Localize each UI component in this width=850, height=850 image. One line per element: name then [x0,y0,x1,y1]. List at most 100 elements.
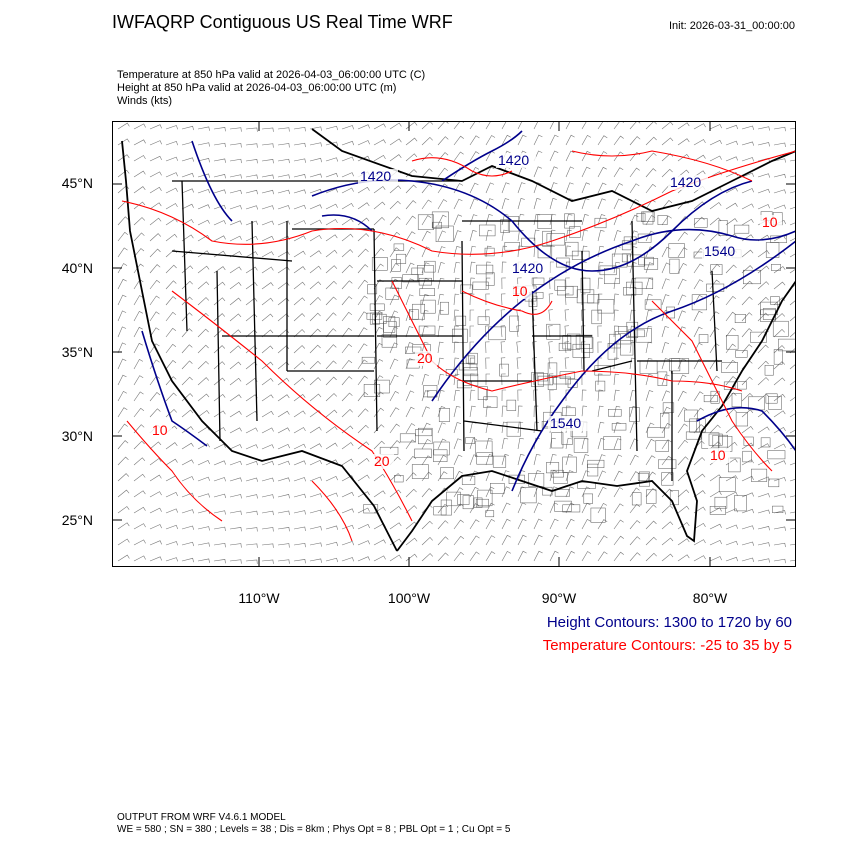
county-boundary [537,245,553,259]
wind-barb [693,539,706,546]
wind-barb [341,172,354,178]
wind-barb [597,198,606,210]
wind-barb [501,134,511,146]
wind-barb [645,136,657,146]
wind-barb [181,459,194,466]
county-boundary [500,219,510,233]
wind-barb [357,556,370,562]
wind-barb [197,377,210,386]
wind-barb [165,541,178,546]
footer-model: OUTPUT FROM WRF V4.6.1 MODEL [117,812,286,823]
wind-barb [485,121,496,130]
wind-barb [181,541,194,547]
wind-barb [437,471,448,482]
county-boundary [554,279,566,291]
county-boundary [556,257,570,268]
wind-barb [645,471,656,482]
wind-barb [245,297,258,306]
wind-barb [549,534,559,546]
wind-barb [661,168,673,178]
wind-barb [453,198,463,210]
county-boundary [743,436,754,446]
wind-barb [501,405,507,418]
wind-barb [229,527,242,532]
wind-barb [325,360,337,370]
wind-barb [453,535,465,546]
county-boundary [764,365,774,376]
wind-barb [261,494,274,499]
county-boundary [751,468,768,482]
wind-barb [373,247,385,258]
wind-barb [245,559,258,564]
wind-barb [149,171,162,178]
wind-barb [245,251,258,258]
wind-barb [341,187,354,194]
county-boundary [536,373,548,382]
wind-barb [293,297,306,306]
wind-barb [293,142,306,148]
wind-barb [437,277,445,290]
wind-barb [565,182,574,194]
wind-barb [437,309,444,322]
county-boundary [506,399,517,411]
wind-barb [693,279,704,290]
wind-barb [565,550,575,562]
wind-barb [229,444,242,450]
county-boundary [499,363,509,377]
wind-barb [245,127,258,132]
wind-barb [277,329,290,338]
wind-barb [597,535,608,546]
wind-barb [421,438,432,450]
wind-barb [117,122,130,130]
wind-barb [485,309,490,322]
wind-barb [741,525,754,530]
wind-barb [341,475,354,482]
wind-barb [373,201,386,210]
wind-barb [501,534,511,546]
wind-barb [437,520,449,530]
wind-barb [117,358,127,370]
county-boundary [562,456,577,473]
county-boundary [521,237,536,247]
wind-barb [357,391,369,402]
wind-barb [277,127,290,132]
wind-barb [789,347,796,354]
county-boundary [554,489,570,497]
county-boundary [367,284,378,295]
wind-barb [549,550,559,562]
wind-barb [469,277,475,290]
wind-barb [581,535,592,546]
wind-barb [293,126,306,132]
wind-barb [341,249,354,258]
wind-barb [693,170,706,178]
wind-barb [197,443,210,450]
wind-barb [581,309,586,322]
wind-barb [133,139,146,146]
wind-barb [341,425,354,434]
county-boundary [735,350,748,358]
wind-barb [677,294,687,306]
wind-barb [341,376,353,386]
wind-barb [181,409,194,418]
wind-barb [453,167,464,178]
wind-barb [693,457,706,466]
county-boundary [573,438,589,453]
wind-barb [629,230,638,242]
wind-barb [565,166,575,178]
wind-barb [453,454,463,466]
wind-barb [773,313,786,322]
wind-barb [613,293,619,306]
county-boundary [733,224,750,234]
county-boundary [750,331,767,343]
wind-barb [341,458,354,466]
county-boundary [383,321,397,338]
wind-barb [629,454,639,466]
wind-barb [469,438,478,450]
wind-barb [117,326,127,338]
wind-barb [213,142,226,148]
county-boundary [767,450,786,460]
height-contour-label-bg [548,416,588,431]
county-boundary [506,421,521,437]
wind-barb [165,280,177,290]
wind-barb [581,214,589,226]
